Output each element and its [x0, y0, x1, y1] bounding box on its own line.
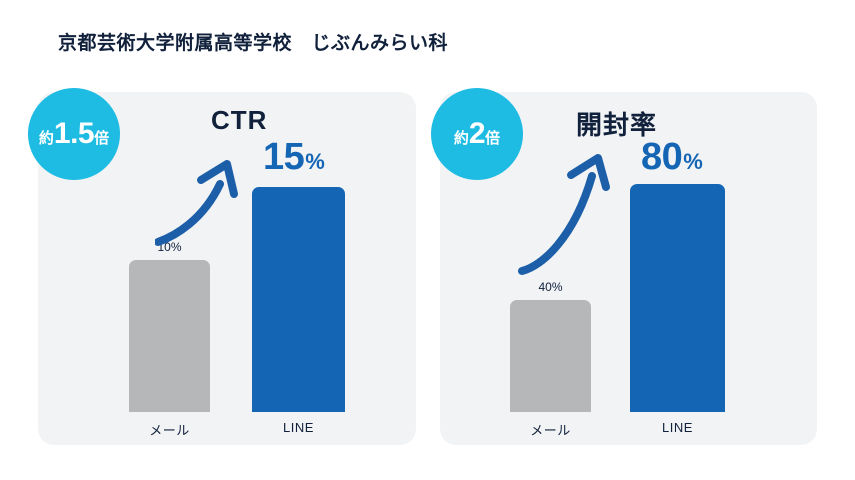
badge-open-suffix: 倍: [485, 130, 501, 147]
bar-ctr-line: [252, 187, 345, 412]
panel-open-highlight-unit: %: [683, 149, 703, 174]
panel-ctr-title: CTR: [211, 105, 268, 135]
panel-open-highlight-value: 80 %: [641, 138, 703, 176]
curved-up-arrow-icon: [155, 160, 238, 246]
badge-ctr-number: 1.5: [53, 117, 95, 150]
panel-ctr-highlight-value: 15 %: [263, 138, 325, 176]
curved-up-arrow-icon: [518, 154, 610, 275]
axis-label-open-line: LINE: [662, 420, 693, 435]
badge-open-multiplier: 約 2 倍: [431, 88, 523, 180]
axis-label-ctr-line: LINE: [283, 420, 314, 435]
badge-ctr-multiplier: 約 1.5 倍: [28, 88, 120, 180]
badge-open-text: 約 2 倍: [454, 119, 500, 149]
panel-open-title: 開封率: [576, 110, 658, 140]
bar-ctr-mail: [129, 260, 210, 412]
badge-ctr-suffix: 倍: [94, 130, 110, 147]
axis-label-open-mail: メール: [530, 423, 571, 438]
panel-ctr-highlight-unit: %: [305, 149, 325, 174]
panel-ctr-highlight-number: 15: [263, 136, 305, 178]
bar-open-mail: [510, 300, 591, 412]
page-title: 京都芸術大学附属高等学校 じぶんみらい科: [58, 33, 449, 54]
badge-ctr-prefix: 約: [38, 130, 54, 147]
bar-open-line: [630, 184, 725, 412]
axis-label-ctr-mail: メール: [149, 423, 190, 438]
badge-ctr-text: 約 1.5 倍: [39, 119, 109, 149]
panel-open-highlight-number: 80: [641, 136, 683, 178]
bar-open-mail-value: 40%: [538, 280, 563, 294]
badge-open-prefix: 約: [453, 130, 469, 147]
badge-open-number: 2: [468, 117, 486, 150]
